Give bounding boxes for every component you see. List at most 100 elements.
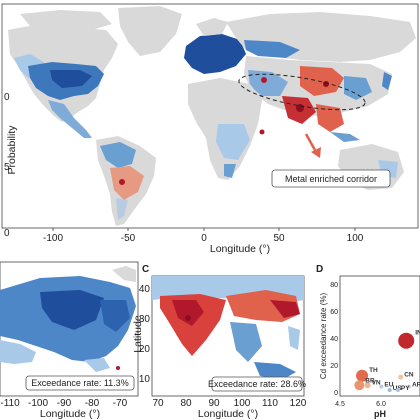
east-africa-shading [216,124,250,160]
panel-d-point-in [398,332,415,349]
panel-d-y-axis-title: Cd exceedance rate (%) [319,293,328,380]
panel-c-y-ticks: 40 30 20 10 [139,284,151,385]
panel-d-point-label-ar: AR [412,382,420,389]
panel-d-x-axis-title: pH [374,409,386,419]
indonesia [330,132,360,142]
greenland [118,6,182,56]
panel-d-point-label-in: IN [415,330,420,337]
panel-c-china-east [270,300,300,318]
panel-b-x-ticks: -110 -100 -90 -80 -70 [0,398,127,409]
panel-c-x-tick-0: 70 [152,398,164,409]
brazil-shading [110,166,144,200]
brazil-hotspot [119,179,125,185]
panel-d-point-us [387,387,392,392]
panel-b-x-tick-0: -110 [0,398,20,409]
panel-c-x-ticks: 70 80 90 100 110 120 [152,398,306,409]
panel-d-y-tick-2: 40 [330,336,338,343]
panel-b-x-tick-2: -90 [57,398,72,409]
panel-c-hotspot [185,315,191,321]
panel-c-philippines [288,326,300,350]
panel-d-point-label-eu: EU [384,382,393,389]
panel-d-plot: INTHBRVNCNEUARUSPY [339,275,420,397]
east-china-shading [344,76,372,100]
europe [184,34,246,74]
south-africa-shading [224,164,236,178]
panel-d-y-tick-4: 0 [334,390,338,397]
panel-d-point-label-th: TH [369,367,378,374]
panel-c-exceedance-label: Exceedance rate: 28.6% [208,379,306,389]
corridor-annotation-box [271,169,391,188]
panel-d-y-tick-1: 60 [330,309,338,316]
main-x-tick-1: -50 [121,233,136,244]
panel-c-indonesia [254,362,296,380]
main-x-tick-4: 100 [347,233,364,244]
corridor-annotation-text: Metal enriched corridor [285,174,377,184]
panel-b-x-tick-4: -70 [113,398,128,409]
panel-d-point-label-cn: CN [404,372,414,379]
panel-d-point-label-py: PY [401,385,410,392]
panel-c-letter: C [142,264,149,275]
panel-d-point-th [356,369,369,382]
central-asia-shading [248,70,288,96]
panel-d-point-py [395,387,400,392]
panel-b: Exceedance rate: 11.3% -110 -100 -90 -80… [0,261,139,420]
panel-b-canada [112,266,136,282]
colorbar-tick-3: 0 [4,228,10,239]
panel-c-x-axis-title: Longitude (°) [198,408,258,420]
sa-south-shading [116,198,128,220]
panel-d-x-tick-1: 6.0 [376,401,386,408]
main-x-ticks: -100 -50 0 50 100 [43,228,364,244]
panel-c-y-axis-title: Latitude [132,315,144,353]
sa-north-shading [100,142,136,168]
panel-c-x-tick-5: 120 [290,398,307,409]
panel-c-y-tick-3: 10 [139,374,151,385]
panel-d-point-cn [398,374,404,380]
china-hotspot [323,81,329,87]
panel-d-point-vn [364,382,371,389]
panel-b-gulf [84,358,110,372]
panel-c-y-tick-1: 30 [139,314,151,325]
panel-c-x-tick-4: 110 [262,398,278,409]
panel-c: C Exceedance rate: 28.6% Latitude 40 30 … [132,264,307,420]
panel-c-se-asia [230,322,262,362]
panel-c-y-tick-2: 20 [139,344,151,355]
main-x-tick-0: -100 [43,233,63,244]
panel-d-point-br [354,380,365,391]
main-map: Metal enriched corridor Probability 0 5 … [1,3,419,255]
main-x-tick-2: 0 [201,233,207,244]
china-shading [300,66,344,96]
mexico-shading [48,100,92,138]
se-asia-shading [316,104,344,132]
scandinavia [196,18,228,36]
japan [382,72,392,90]
panel-c-x-tick-3: 100 [234,398,251,409]
panel-c-exceedance-box [211,376,303,392]
russia-west-shading [244,40,300,58]
main-x-axis-title: Longitude (°) [210,243,270,255]
panel-d-x-tick-0: 4.5 [335,401,345,408]
panel-c-x-tick-1: 80 [180,398,192,409]
corridor-arrow-head [311,147,321,158]
colorbar-label: Probability [6,125,18,175]
panel-b-x-tick-1: -100 [28,398,48,409]
panel-b-midwest [40,290,104,330]
panel-b-exceedance-box [25,375,135,391]
panel-b-x-tick-3: -80 [85,398,100,409]
panel-c-x-tick-2: 90 [208,398,220,409]
panel-d-point-eu [379,384,384,389]
usa-midwest-shading [50,70,92,88]
panel-d-point-label-br: BR [365,377,375,384]
panel-d-x-ticks: 4.5 6.0 [335,401,386,408]
panel-b-east [100,300,130,332]
panel-d-y-tick-3: 20 [330,363,338,370]
corridor-arrow-shaft [304,133,318,153]
panel-b-exceedance-label: Exceedance rate: 11.3% [31,378,128,388]
main-x-tick-3: 50 [273,233,285,244]
panel-d-y-tick-0: 80 [330,282,338,289]
colorbar-tick-2: 5 [4,162,10,173]
iran-hotspot [261,77,267,83]
panel-b-hotspot [116,366,120,370]
panel-d: D Cd exceedance rate (%) INTHBRVNCNEUARU… [316,264,420,419]
panel-d-y-ticks: 80 60 40 20 0 [330,282,338,397]
